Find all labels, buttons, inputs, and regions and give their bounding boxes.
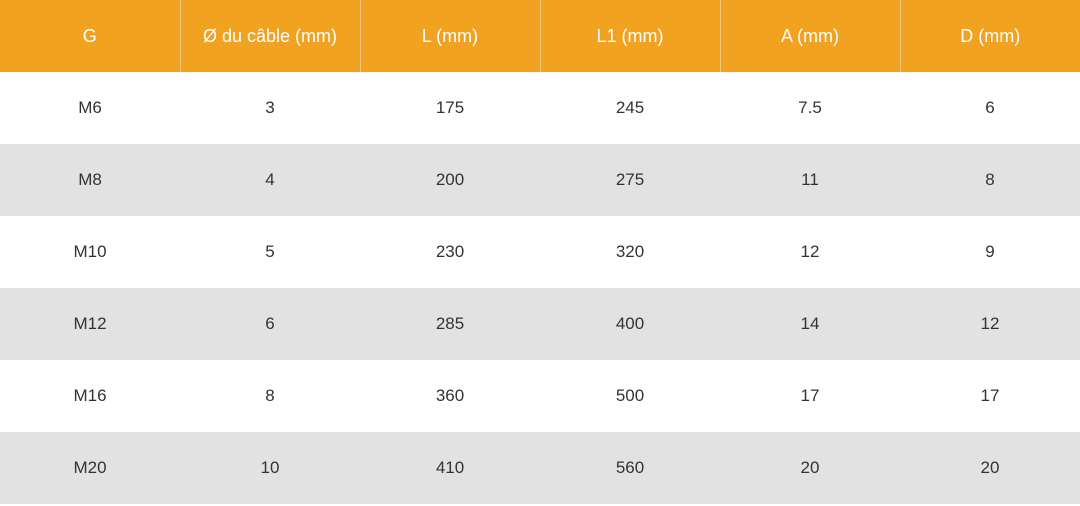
cell-L: 410: [360, 432, 540, 504]
cell-D: 6: [900, 72, 1080, 144]
table-row: M84200275118: [0, 144, 1080, 216]
table-row: M631752457.56: [0, 72, 1080, 144]
cell-D: 17: [900, 360, 1080, 432]
cell-G: M10: [0, 216, 180, 288]
col-header-D: D (mm): [900, 0, 1080, 72]
cell-D: 12: [900, 288, 1080, 360]
col-header-diam: Ø du câble (mm): [180, 0, 360, 72]
cell-diam: 5: [180, 216, 360, 288]
cell-D: 20: [900, 432, 1080, 504]
col-header-L1: L1 (mm): [540, 0, 720, 72]
cell-L1: 500: [540, 360, 720, 432]
table-row: M1262854001412: [0, 288, 1080, 360]
cell-diam: 3: [180, 72, 360, 144]
cell-D: 8: [900, 144, 1080, 216]
cell-G: M8: [0, 144, 180, 216]
cell-G: M6: [0, 72, 180, 144]
table-row: M1683605001717: [0, 360, 1080, 432]
col-header-L: L (mm): [360, 0, 540, 72]
cell-L: 230: [360, 216, 540, 288]
cell-A: 17: [720, 360, 900, 432]
cell-G: M16: [0, 360, 180, 432]
cell-diam: 8: [180, 360, 360, 432]
table-header: GØ du câble (mm)L (mm)L1 (mm)A (mm)D (mm…: [0, 0, 1080, 72]
cell-L: 200: [360, 144, 540, 216]
cell-L1: 245: [540, 72, 720, 144]
cell-L1: 320: [540, 216, 720, 288]
cell-L1: 275: [540, 144, 720, 216]
cell-diam: 10: [180, 432, 360, 504]
header-row: GØ du câble (mm)L (mm)L1 (mm)A (mm)D (mm…: [0, 0, 1080, 72]
table-row: M20104105602020: [0, 432, 1080, 504]
cell-D: 9: [900, 216, 1080, 288]
cell-L1: 400: [540, 288, 720, 360]
cell-L: 285: [360, 288, 540, 360]
cell-A: 12: [720, 216, 900, 288]
col-header-G: G: [0, 0, 180, 72]
cell-A: 14: [720, 288, 900, 360]
cell-diam: 6: [180, 288, 360, 360]
cell-A: 7.5: [720, 72, 900, 144]
cell-L1: 560: [540, 432, 720, 504]
cell-diam: 4: [180, 144, 360, 216]
cell-G: M20: [0, 432, 180, 504]
cell-A: 20: [720, 432, 900, 504]
col-header-A: A (mm): [720, 0, 900, 72]
cell-L: 175: [360, 72, 540, 144]
cell-G: M12: [0, 288, 180, 360]
spec-table: GØ du câble (mm)L (mm)L1 (mm)A (mm)D (mm…: [0, 0, 1080, 504]
cell-L: 360: [360, 360, 540, 432]
cell-A: 11: [720, 144, 900, 216]
table-body: M631752457.56M84200275118M105230320129M1…: [0, 72, 1080, 504]
table-row: M105230320129: [0, 216, 1080, 288]
